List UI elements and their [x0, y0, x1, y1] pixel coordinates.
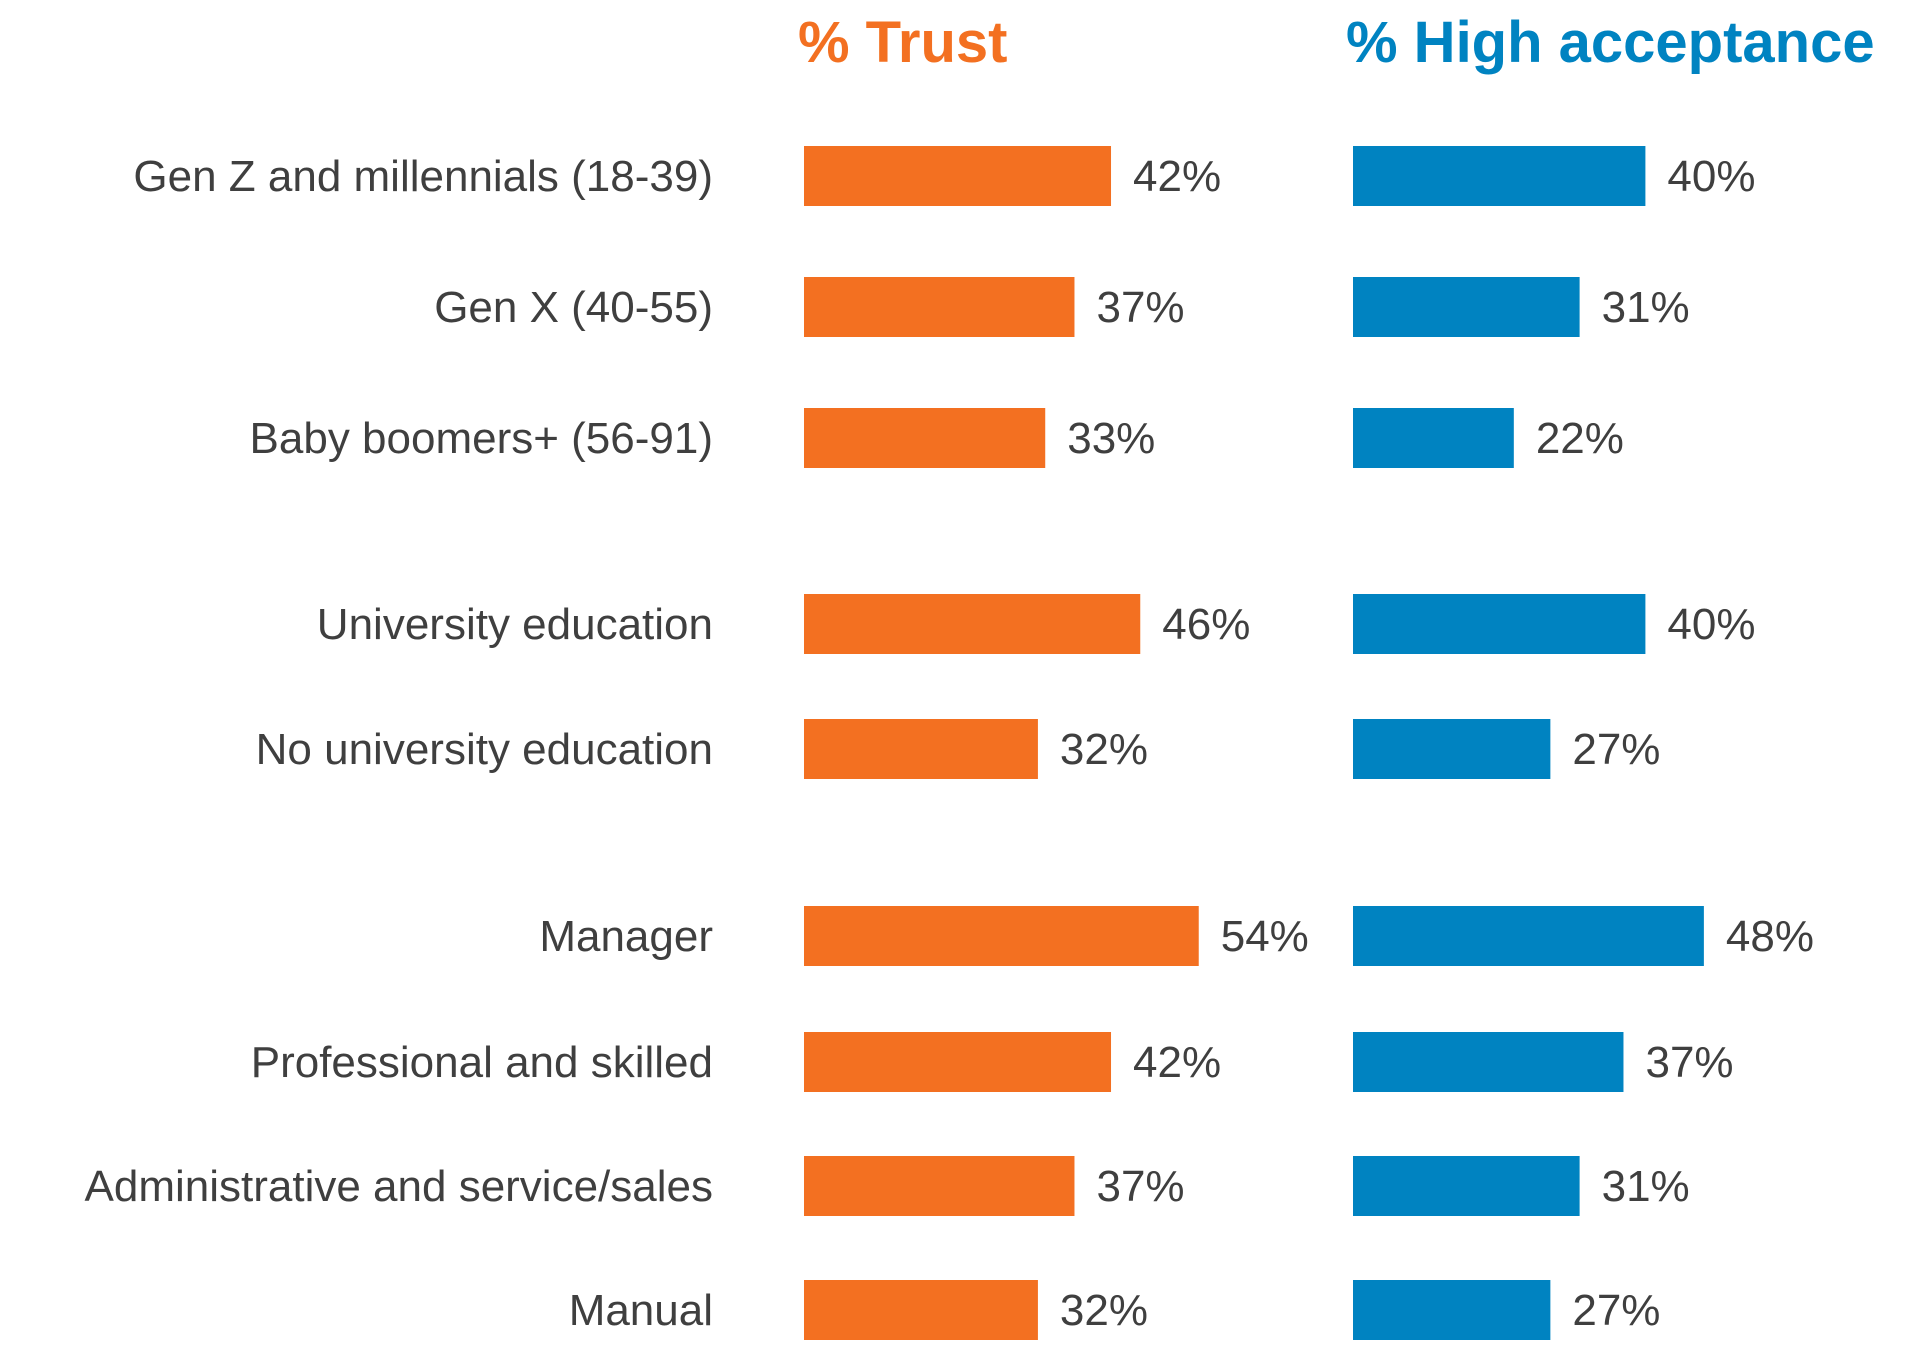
trust-bar	[804, 1280, 1038, 1340]
high-acceptance-value-label: 40%	[1667, 152, 1755, 201]
high-acceptance-bar	[1353, 906, 1704, 966]
high-acceptance-bar	[1353, 1032, 1624, 1092]
trust-value-label: 42%	[1133, 152, 1221, 201]
bar-rows: Gen Z and millennials (18-39) 42% 40% Gen X…	[85, 146, 1814, 1340]
trust-bar	[804, 719, 1038, 779]
category-label: No university education	[256, 725, 713, 774]
high-acceptance-value-label: 40%	[1667, 600, 1755, 649]
bar-row: No university education 32% 27%	[256, 719, 1660, 779]
bar-row: Administrative and service/sales 37% 31%	[85, 1156, 1690, 1216]
trust-value-label: 37%	[1096, 1162, 1184, 1211]
trust-value-label: 32%	[1060, 725, 1148, 774]
trust-bar	[804, 277, 1075, 337]
category-label: University education	[317, 600, 713, 649]
high-acceptance-bar	[1353, 1156, 1580, 1216]
bar-row: Manual 32% 27%	[569, 1280, 1660, 1340]
trust-value-label: 42%	[1133, 1038, 1221, 1087]
header-trust: % Trust	[798, 10, 1008, 75]
bar-row: Professional and skilled 42% 37%	[251, 1032, 1734, 1092]
trust-bar	[804, 594, 1141, 654]
trust-value-label: 32%	[1060, 1286, 1148, 1335]
trust-bar	[804, 1156, 1075, 1216]
bar-row: Gen Z and millennials (18-39) 42% 40%	[133, 146, 1755, 206]
high-acceptance-bar	[1353, 594, 1646, 654]
trust-bar	[804, 906, 1199, 966]
category-label: Manager	[539, 912, 713, 961]
trust-value-label: 54%	[1221, 912, 1309, 961]
bar-row: Manager 54% 48%	[539, 906, 1814, 966]
category-label: Gen Z and millennials (18-39)	[133, 152, 713, 201]
high-acceptance-value-label: 27%	[1572, 725, 1660, 774]
high-acceptance-value-label: 37%	[1645, 1038, 1733, 1087]
category-label: Gen X (40-55)	[434, 283, 713, 332]
high-acceptance-bar	[1353, 408, 1514, 468]
trust-value-label: 46%	[1162, 600, 1250, 649]
high-acceptance-value-label: 31%	[1602, 283, 1690, 332]
category-label: Professional and skilled	[251, 1038, 713, 1087]
trust-bar	[804, 408, 1046, 468]
trust-value-label: 37%	[1096, 283, 1184, 332]
high-acceptance-value-label: 22%	[1536, 414, 1624, 463]
bar-row: University education 46% 40%	[317, 594, 1755, 654]
high-acceptance-value-label: 31%	[1602, 1162, 1690, 1211]
high-acceptance-bar	[1353, 1280, 1551, 1340]
bar-row: Baby boomers+ (56-91) 33% 22%	[250, 408, 1624, 468]
high-acceptance-bar	[1353, 277, 1580, 337]
category-label: Administrative and service/sales	[85, 1162, 713, 1211]
high-acceptance-bar	[1353, 146, 1646, 206]
header-high-acceptance: % High acceptance	[1346, 10, 1875, 75]
trust-bar	[804, 146, 1112, 206]
high-acceptance-bar	[1353, 719, 1551, 779]
high-acceptance-value-label: 48%	[1726, 912, 1814, 961]
trust-value-label: 33%	[1067, 414, 1155, 463]
category-label: Manual	[569, 1286, 713, 1335]
trust-bar	[804, 1032, 1112, 1092]
high-acceptance-value-label: 27%	[1572, 1286, 1660, 1335]
bar-row: Gen X (40-55) 37% 31%	[434, 277, 1690, 337]
category-label: Baby boomers+ (56-91)	[250, 414, 713, 463]
